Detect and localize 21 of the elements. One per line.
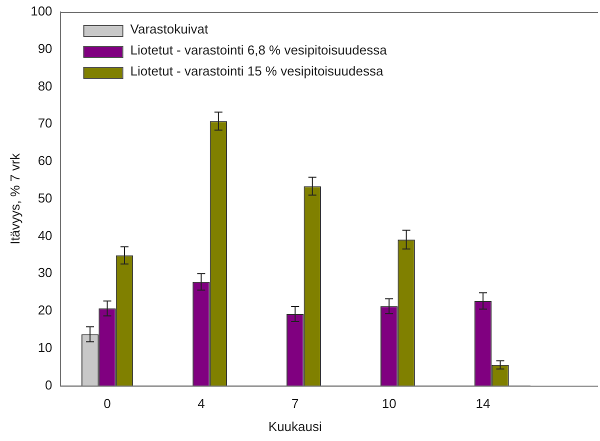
y-tick-label: 100 <box>30 4 52 19</box>
y-tick-label: 50 <box>38 190 52 206</box>
y-tick-label: 60 <box>38 153 52 168</box>
y-tick-label: 10 <box>38 340 52 355</box>
y-tick-label: 80 <box>38 78 52 94</box>
y-tick-label: 90 <box>38 40 52 56</box>
x-tick-label: 4 <box>198 396 205 412</box>
y-axis-title: Itävyys, % 7 vrk <box>7 152 22 244</box>
x-tick-label: 14 <box>476 396 490 412</box>
legend-label: Liotetut - varastointi 6,8 % vesipitoisuudessa <box>130 42 388 58</box>
y-tick-label: 0 <box>45 377 52 392</box>
legend-label: Liotetut - varastointi 15 % vesipitoisuudessa <box>130 64 384 79</box>
x-tick-label: 10 <box>382 396 396 412</box>
y-tick-label: 30 <box>38 265 52 280</box>
legend-label: Varastokuivat <box>130 22 208 37</box>
y-tick-label: 20 <box>38 302 52 318</box>
y-tick-label: 70 <box>38 116 52 131</box>
x-tick-label: 0 <box>104 396 111 412</box>
y-tick-label: 40 <box>38 228 52 243</box>
x-axis-title: Kuukausi <box>268 418 322 434</box>
x-tick-label: 7 <box>292 396 299 412</box>
